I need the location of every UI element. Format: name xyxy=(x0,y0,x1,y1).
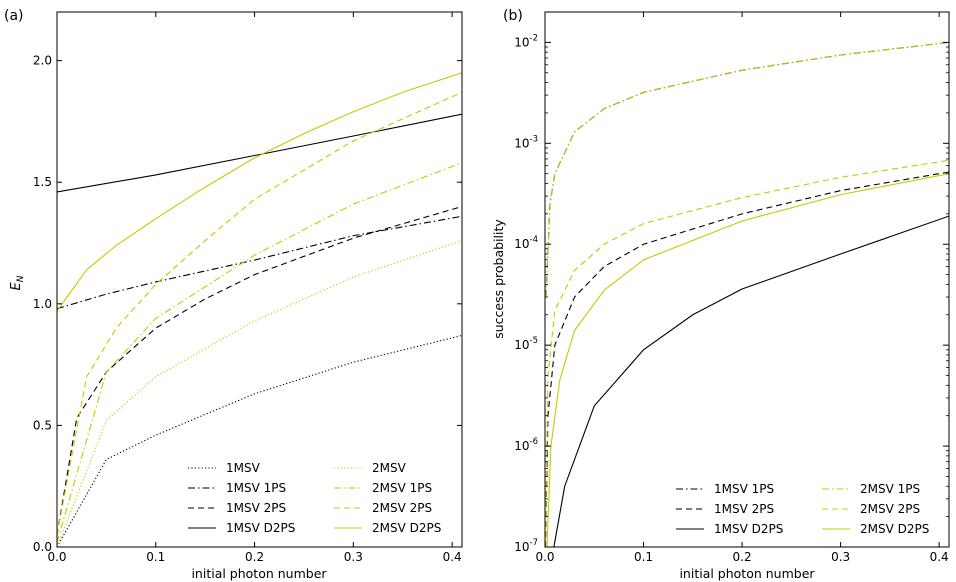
a-y-tick-label: 0.0 xyxy=(33,540,52,554)
b-series-1msv-2ps xyxy=(545,171,949,547)
a-legend-label: 2MSV 1PS xyxy=(372,481,432,495)
a-x-tick-label: 0.1 xyxy=(146,550,165,564)
a-x-tick-label: 0.0 xyxy=(47,550,66,564)
b-series-1msv-d2ps xyxy=(553,215,949,547)
a-legend-label: 1MSV xyxy=(226,461,261,475)
a-y-tick-label: 2.0 xyxy=(33,54,52,68)
a-series-2msv-d2ps xyxy=(57,72,462,312)
b-y-tick-label: 10-4 xyxy=(514,235,538,251)
panel-a-axes: 0.0 0.1 0.2 0.3 0.4 0.0 0.5 1.0 1.5 2.0 xyxy=(33,11,463,564)
panel-a-label: (a) xyxy=(4,8,24,24)
a-series-2msv-2ps xyxy=(57,91,462,535)
panel-b-label: (b) xyxy=(503,8,523,24)
a-series-2msv xyxy=(57,240,462,547)
a-y-tick-label: 1.5 xyxy=(33,175,52,189)
b-x-tick-label: 0.1 xyxy=(634,550,653,564)
panel-b-legend: 1MSV 1PS 1MSV 2PS 1MSV D2PS 2MSV 1PS 2MSV 2P… xyxy=(676,482,929,536)
panel-b: (b) 0.0 0.1 0.2 0.3 0.4 10-7 10-6 10-5 10-4 10-3 1… xyxy=(491,8,950,581)
panel-a-series-group xyxy=(57,72,462,547)
b-x-tick-label: 0.4 xyxy=(930,550,949,564)
b-y-tick-label: 10-7 xyxy=(514,538,538,554)
b-legend-label: 1MSV 2PS xyxy=(714,502,774,516)
panel-a: (a) 0.0 0.1 0.2 0.3 0.4 0.0 0.5 1.0 1.5 2.0 initi… xyxy=(4,8,463,581)
b-y-tick-label: 10-2 xyxy=(514,33,538,49)
panel-b-axes: 0.0 0.1 0.2 0.3 0.4 10-7 10-6 10-5 10-4 10-3 10-2 xyxy=(514,11,950,564)
a-legend-label: 1MSV 2PS xyxy=(226,501,286,515)
b-series-2msv-1ps xyxy=(545,41,949,298)
b-legend-label: 2MSV D2PS xyxy=(860,522,929,536)
b-legend-label: 1MSV D2PS xyxy=(714,522,783,536)
a-series-1msv-1ps xyxy=(57,215,462,310)
b-y-tick-label: 10-6 xyxy=(514,437,538,453)
a-x-tick-label: 0.3 xyxy=(344,550,363,564)
a-legend-label: 2MSV D2PS xyxy=(372,521,441,535)
a-series-2msv-1ps xyxy=(57,162,462,543)
a-series-1msv xyxy=(57,334,462,547)
b-y-tick-label: 10-3 xyxy=(514,134,538,150)
panel-b-x-axis-label: initial photon number xyxy=(679,566,815,581)
panel-b-y-axis-label: success probability xyxy=(491,219,506,339)
b-plot-frame xyxy=(544,11,950,548)
panel-a-legend: 1MSV 1MSV 1PS 1MSV 2PS 1MSV D2PS 2MSV 2MSV 1P… xyxy=(188,461,441,535)
a-series-1msv-d2ps xyxy=(57,113,462,193)
a-y-tick-label: 1.0 xyxy=(33,297,52,311)
b-x-tick-label: 0.0 xyxy=(535,550,554,564)
b-series-2msv-d2ps xyxy=(546,173,949,547)
panel-a-x-axis-label: initial photon number xyxy=(191,566,327,581)
b-y-tick-label: 10-5 xyxy=(514,336,538,352)
b-series-1msv-1ps xyxy=(545,41,949,298)
b-legend-label: 2MSV 1PS xyxy=(860,482,920,496)
a-y-tick-label: 0.5 xyxy=(33,418,52,432)
panel-a-y-axis-label: EN xyxy=(9,275,26,290)
b-x-tick-label: 0.2 xyxy=(733,550,752,564)
b-legend-label: 1MSV 1PS xyxy=(714,482,774,496)
a-legend-label: 2MSV xyxy=(372,461,407,475)
a-x-tick-label: 0.2 xyxy=(245,550,264,564)
a-legend-label: 1MSV D2PS xyxy=(226,521,295,535)
b-x-tick-label: 0.3 xyxy=(831,550,850,564)
a-legend-label: 2MSV 2PS xyxy=(372,501,432,515)
panel-b-series-group xyxy=(545,41,949,547)
b-series-2msv-2ps xyxy=(545,159,949,547)
a-legend-label: 1MSV 1PS xyxy=(226,481,286,495)
b-legend-label: 2MSV 2PS xyxy=(860,502,920,516)
a-x-tick-label: 0.4 xyxy=(443,550,462,564)
a-plot-frame xyxy=(56,11,463,548)
